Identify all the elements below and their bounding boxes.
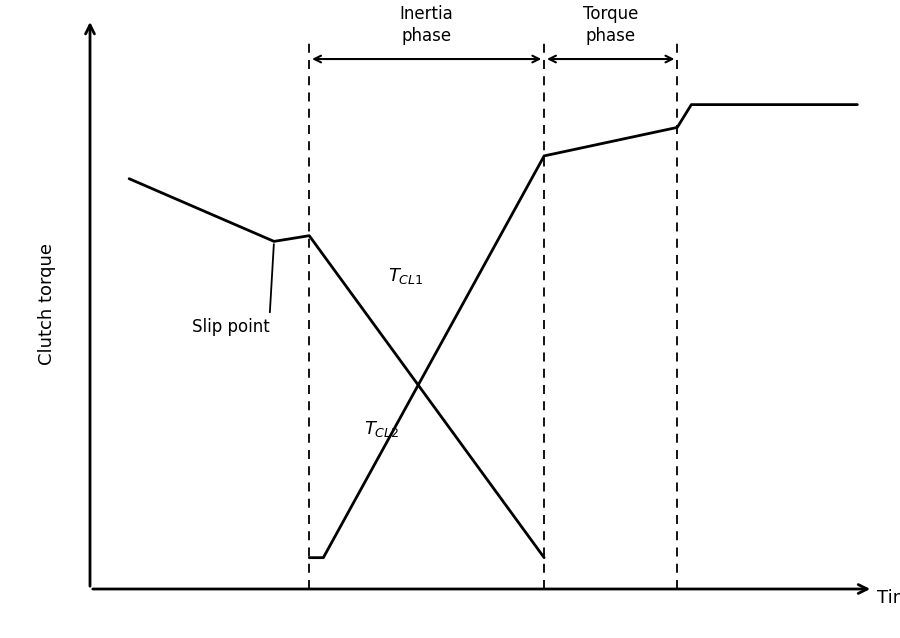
Text: $T_{CL1}$: $T_{CL1}$ [388, 265, 423, 286]
Text: $T_{CL2}$: $T_{CL2}$ [364, 419, 400, 440]
Text: Clutch torque: Clutch torque [38, 243, 56, 365]
Text: Slip point: Slip point [192, 244, 274, 336]
Text: Torque
phase: Torque phase [583, 4, 638, 45]
Text: Time: Time [877, 588, 900, 607]
Text: Inertia
phase: Inertia phase [400, 4, 454, 45]
